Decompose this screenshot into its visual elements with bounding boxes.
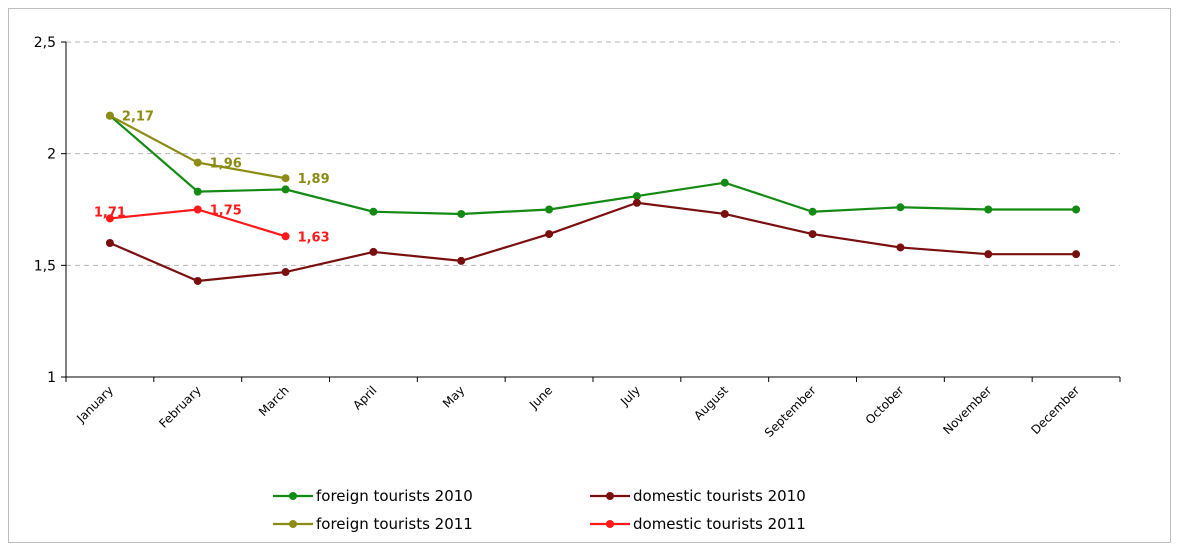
data-point [193, 187, 202, 196]
data-point [632, 192, 641, 201]
data-point [105, 111, 114, 120]
data-point [193, 205, 202, 214]
data-label: 1,89 [298, 172, 330, 187]
x-tick-label: January [73, 383, 116, 426]
data-point [984, 250, 993, 259]
x-tick-label: April [350, 383, 379, 412]
legend-swatch-marker [606, 492, 614, 500]
data-point [193, 158, 202, 167]
data-point [281, 185, 290, 194]
data-label: 1,63 [298, 230, 330, 245]
legend-swatch-marker [289, 492, 297, 500]
legend-label: foreign tourists 2011 [316, 515, 473, 533]
x-tick-label: July [617, 383, 643, 409]
x-tick-label: May [440, 383, 467, 410]
legend-label: foreign tourists 2010 [316, 487, 473, 505]
data-point [281, 174, 290, 183]
series-line [109, 201, 1077, 283]
series-line [109, 208, 286, 238]
data-point [1072, 250, 1081, 259]
x-tick-label: March [256, 383, 292, 419]
data-point [281, 232, 290, 241]
data-point [457, 256, 466, 265]
x-tick-label: September [762, 383, 819, 440]
x-tick-label: November [940, 383, 994, 437]
data-point [984, 205, 993, 214]
data-point [105, 239, 114, 247]
x-tick-label: August [691, 383, 731, 423]
series-line [109, 114, 286, 180]
data-point [369, 207, 378, 216]
y-tick-label: 2 [47, 147, 56, 163]
data-label: 1,71 [94, 205, 126, 220]
data-point [808, 207, 817, 216]
legend-label: domestic tourists 2011 [633, 515, 806, 533]
data-point [896, 243, 905, 252]
data-point [720, 178, 729, 187]
data-point [545, 230, 554, 239]
y-tick-label: 1,5 [34, 258, 56, 274]
data-point [281, 268, 290, 277]
data-point [105, 214, 114, 223]
x-tick-label: February [156, 383, 204, 431]
x-tick-label: October [863, 383, 907, 427]
data-point [369, 247, 378, 256]
legend-swatch-marker [606, 520, 614, 528]
x-tick-label: June [526, 383, 555, 412]
data-label: 1,96 [210, 157, 242, 172]
data-point [808, 230, 817, 239]
data-point [545, 205, 554, 214]
data-point [457, 209, 466, 218]
legend-swatch-marker [289, 520, 297, 528]
line-chart: 1 1,5 2 2,5 January February March April May June… [34, 35, 1121, 533]
x-tick-label: December [1028, 383, 1082, 437]
data-point [632, 198, 641, 207]
legend-label: domestic tourists 2010 [633, 487, 806, 505]
data-point [193, 276, 202, 285]
data-point [720, 209, 729, 218]
chart-frame: 1 1,5 2 2,5 January February March April May June… [8, 8, 1171, 543]
data-point [1072, 205, 1081, 214]
y-tick-label: 1 [47, 370, 56, 386]
data-point [896, 203, 905, 212]
data-label: 2,17 [122, 110, 154, 125]
series-line [109, 114, 1077, 216]
data-label: 1,75 [210, 204, 242, 219]
y-tick-label: 2,5 [34, 35, 56, 51]
